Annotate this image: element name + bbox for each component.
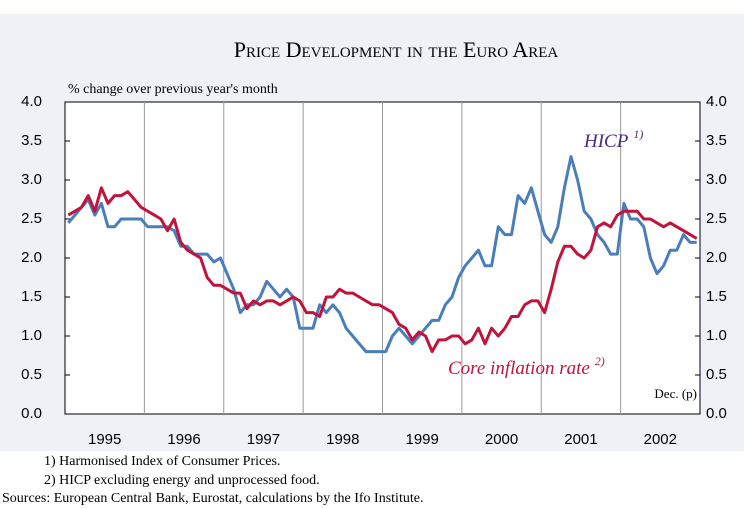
y-axis-label: % change over previous year's month xyxy=(68,82,278,97)
chart-title: Price Development in the Euro Area xyxy=(234,37,559,62)
y-tick-label: 2.0 xyxy=(21,249,42,266)
footnote: 2) HICP excluding energy and unprocessed… xyxy=(44,473,320,488)
source: Sources: European Central Bank, Eurostat… xyxy=(2,491,423,506)
y2-tick-label: 3.5 xyxy=(706,132,727,149)
y2-tick-label: 4.0 xyxy=(706,93,727,110)
y2-tick-label: 2.0 xyxy=(706,249,727,266)
annotation: Dec. (p) xyxy=(654,386,697,401)
series-note: 2) xyxy=(595,354,605,368)
series-line xyxy=(67,155,697,354)
series-label: Core inflation rate 2) xyxy=(448,354,605,380)
series-line xyxy=(67,186,698,354)
series-name: HICP xyxy=(583,131,629,152)
footnote: 1) Harmonised Index of Consumer Prices. xyxy=(44,454,280,469)
y-tick-label: 3.5 xyxy=(21,132,42,149)
y2-tick-label: 0.5 xyxy=(706,366,727,383)
x-tick-label: 2002 xyxy=(644,431,677,448)
y2-tick-label: 1.0 xyxy=(706,327,727,344)
series-note: 1) xyxy=(633,127,643,141)
y2-tick-label: 3.0 xyxy=(706,171,727,188)
y-tick-label: 2.5 xyxy=(21,210,42,227)
x-tick-label: 2001 xyxy=(564,431,597,448)
y-tick-label: 1.0 xyxy=(21,327,42,344)
y-tick-label: 1.5 xyxy=(21,288,42,305)
series-label: HICP 1) xyxy=(583,127,643,153)
y2-tick-label: 1.5 xyxy=(706,288,727,305)
series-name: Core inflation rate xyxy=(448,358,590,379)
y2-tick-label: 2.5 xyxy=(706,210,727,227)
y-tick-label: 0.0 xyxy=(21,405,42,422)
y2-tick-label: 0.0 xyxy=(706,405,727,422)
x-tick-label: 2000 xyxy=(485,431,518,448)
y-tick-label: 3.0 xyxy=(21,171,42,188)
x-tick-label: 1995 xyxy=(88,431,121,448)
y-tick-label: 0.5 xyxy=(21,366,42,383)
x-tick-label: 1998 xyxy=(326,431,359,448)
x-tick-label: 1999 xyxy=(406,431,439,448)
x-tick-label: 1997 xyxy=(247,431,280,448)
y-tick-label: 4.0 xyxy=(21,93,42,110)
x-tick-label: 1996 xyxy=(167,431,200,448)
